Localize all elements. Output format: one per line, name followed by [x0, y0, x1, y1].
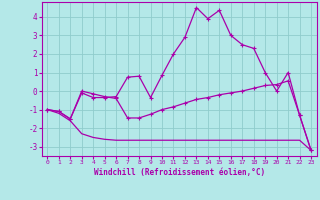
X-axis label: Windchill (Refroidissement éolien,°C): Windchill (Refroidissement éolien,°C): [94, 168, 265, 177]
